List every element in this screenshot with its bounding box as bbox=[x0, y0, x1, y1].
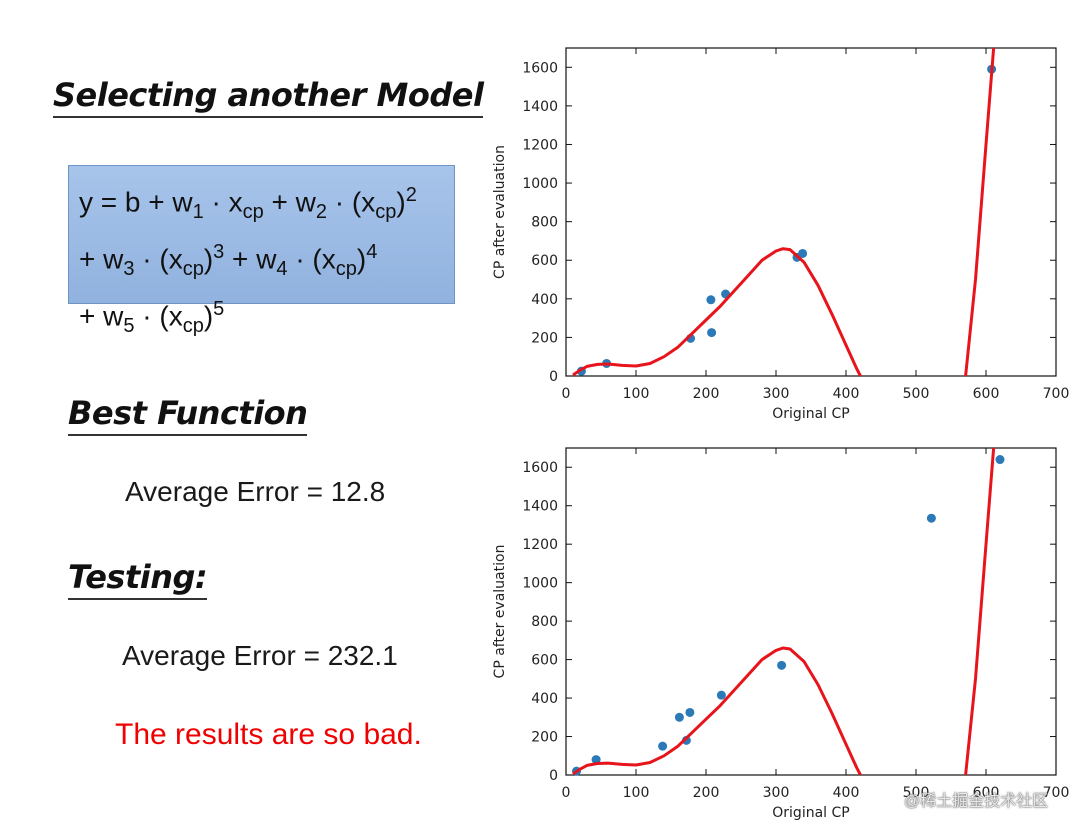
x-tick-label: 200 bbox=[693, 386, 720, 402]
testing-heading: Testing: bbox=[68, 558, 208, 600]
data-point bbox=[716, 690, 726, 700]
formula-subscript: 5 bbox=[123, 314, 135, 337]
formula-term: · x bbox=[203, 186, 243, 218]
x-tick-label: 0 bbox=[562, 785, 571, 801]
x-tick-label: 500 bbox=[903, 785, 930, 801]
formula-exponent: 4 bbox=[366, 240, 378, 263]
x-tick-label: 600 bbox=[973, 785, 1000, 801]
formula-term: ) bbox=[203, 300, 214, 332]
formula-term: + w bbox=[263, 186, 316, 218]
y-tick-label: 1200 bbox=[522, 537, 558, 553]
x-tick-label: 0 bbox=[562, 386, 571, 402]
data-point bbox=[798, 248, 808, 258]
y-tick-label: 600 bbox=[531, 253, 558, 269]
watermark-text: @稀土掘金技术社区 bbox=[904, 793, 1049, 810]
y-tick-label: 200 bbox=[531, 730, 558, 746]
formula-subscript: 1 bbox=[192, 200, 204, 223]
data-point bbox=[685, 707, 695, 717]
y-tick-label: 0 bbox=[549, 369, 558, 385]
y-tick-label: 1000 bbox=[522, 576, 558, 592]
formula-term: ) bbox=[203, 243, 214, 275]
formula-subscript: 2 bbox=[315, 200, 328, 223]
x-tick-label: 200 bbox=[693, 785, 720, 801]
data-point bbox=[674, 712, 684, 722]
x-tick-label: 400 bbox=[833, 785, 860, 801]
x-tick-label: 100 bbox=[623, 386, 650, 402]
data-point bbox=[707, 328, 717, 338]
data-point bbox=[706, 295, 716, 305]
best-function-heading: Best Function bbox=[68, 394, 308, 436]
formula-subscript: 4 bbox=[276, 257, 288, 280]
x-tick-label: 500 bbox=[903, 386, 930, 402]
formula-exponent: 5 bbox=[213, 297, 225, 320]
y-tick-label: 800 bbox=[531, 614, 558, 630]
y-tick-label: 1600 bbox=[522, 460, 558, 476]
formula-subscript: cp bbox=[182, 314, 204, 337]
x-tick-label: 600 bbox=[973, 386, 1000, 402]
formula-exponent: 3 bbox=[213, 240, 225, 263]
y-tick-label: 1400 bbox=[522, 99, 558, 115]
data-point bbox=[591, 755, 601, 765]
y-tick-label: 400 bbox=[531, 691, 558, 707]
formula-term: + w bbox=[79, 300, 124, 332]
formula-line-3: + w5 · (xcp)5 bbox=[79, 289, 444, 346]
y-tick-label: 0 bbox=[549, 768, 558, 784]
plot-frame bbox=[565, 47, 1057, 377]
x-tick-label: 700 bbox=[1043, 785, 1070, 801]
data-point bbox=[681, 735, 691, 745]
formula-line-1: y = b + w1 · xcp + w2 · (xcp)2 bbox=[79, 175, 444, 232]
formula-term: ) bbox=[396, 186, 406, 218]
x-tick-label: 700 bbox=[1043, 386, 1070, 402]
formula-line-2: + w3 · (xcp)3 + w4 · (xcp)4 bbox=[79, 232, 444, 289]
formula-term: y = b + w bbox=[79, 186, 193, 218]
x-axis-label: Original CP bbox=[772, 805, 849, 821]
testing-average-error: Average Error = 232.1 bbox=[122, 640, 398, 671]
x-tick-label: 300 bbox=[763, 386, 790, 402]
data-point bbox=[926, 513, 936, 523]
x-tick-label: 400 bbox=[833, 386, 860, 402]
y-axis-label: CP after evaluation bbox=[492, 545, 508, 679]
formula-subscript: cp bbox=[182, 257, 204, 280]
x-tick-label: 100 bbox=[623, 785, 650, 801]
x-axis-label: Original CP bbox=[772, 406, 849, 422]
y-tick-label: 1200 bbox=[522, 137, 558, 153]
x-tick-label: 300 bbox=[763, 785, 790, 801]
formula-term: · (x bbox=[287, 243, 336, 275]
y-tick-label: 1600 bbox=[522, 60, 558, 76]
fitted-curve-line bbox=[572, 646, 863, 775]
formula-term: + w bbox=[224, 243, 277, 275]
y-tick-label: 1000 bbox=[522, 176, 558, 192]
fitted-curve-line bbox=[964, 48, 996, 376]
y-tick-label: 800 bbox=[531, 215, 558, 231]
slide-title: Selecting another Model bbox=[53, 76, 484, 118]
data-point bbox=[777, 660, 787, 670]
fitted-curve-line bbox=[964, 448, 996, 775]
formula-term: · (x bbox=[134, 243, 183, 275]
y-tick-label: 1400 bbox=[522, 499, 558, 515]
formula-term: · (x bbox=[134, 300, 183, 332]
formula-exponent: 2 bbox=[405, 184, 417, 206]
data-point bbox=[995, 455, 1005, 465]
formula-subscript: cp bbox=[335, 257, 357, 280]
data-point bbox=[658, 741, 668, 751]
y-tick-label: 400 bbox=[531, 292, 558, 308]
formula-subscript: 3 bbox=[123, 257, 135, 280]
training-average-error: Average Error = 12.8 bbox=[125, 476, 386, 507]
formula-subscript: cp bbox=[242, 200, 264, 223]
plot-frame bbox=[565, 447, 1057, 776]
formula-term: · (x bbox=[327, 186, 376, 218]
model-formula-box: y = b + w1 · xcp + w2 · (xcp)2 + w3 · (x… bbox=[68, 165, 455, 337]
formula-subscript: cp bbox=[375, 200, 397, 223]
result-remark: The results are so bad. bbox=[115, 718, 422, 751]
fitted-curve-line bbox=[572, 247, 863, 376]
y-tick-label: 200 bbox=[531, 330, 558, 346]
formula-term: + w bbox=[79, 243, 124, 275]
formula-term: ) bbox=[356, 243, 367, 275]
y-tick-label: 600 bbox=[531, 653, 558, 669]
y-axis-label: CP after evaluation bbox=[492, 145, 508, 279]
